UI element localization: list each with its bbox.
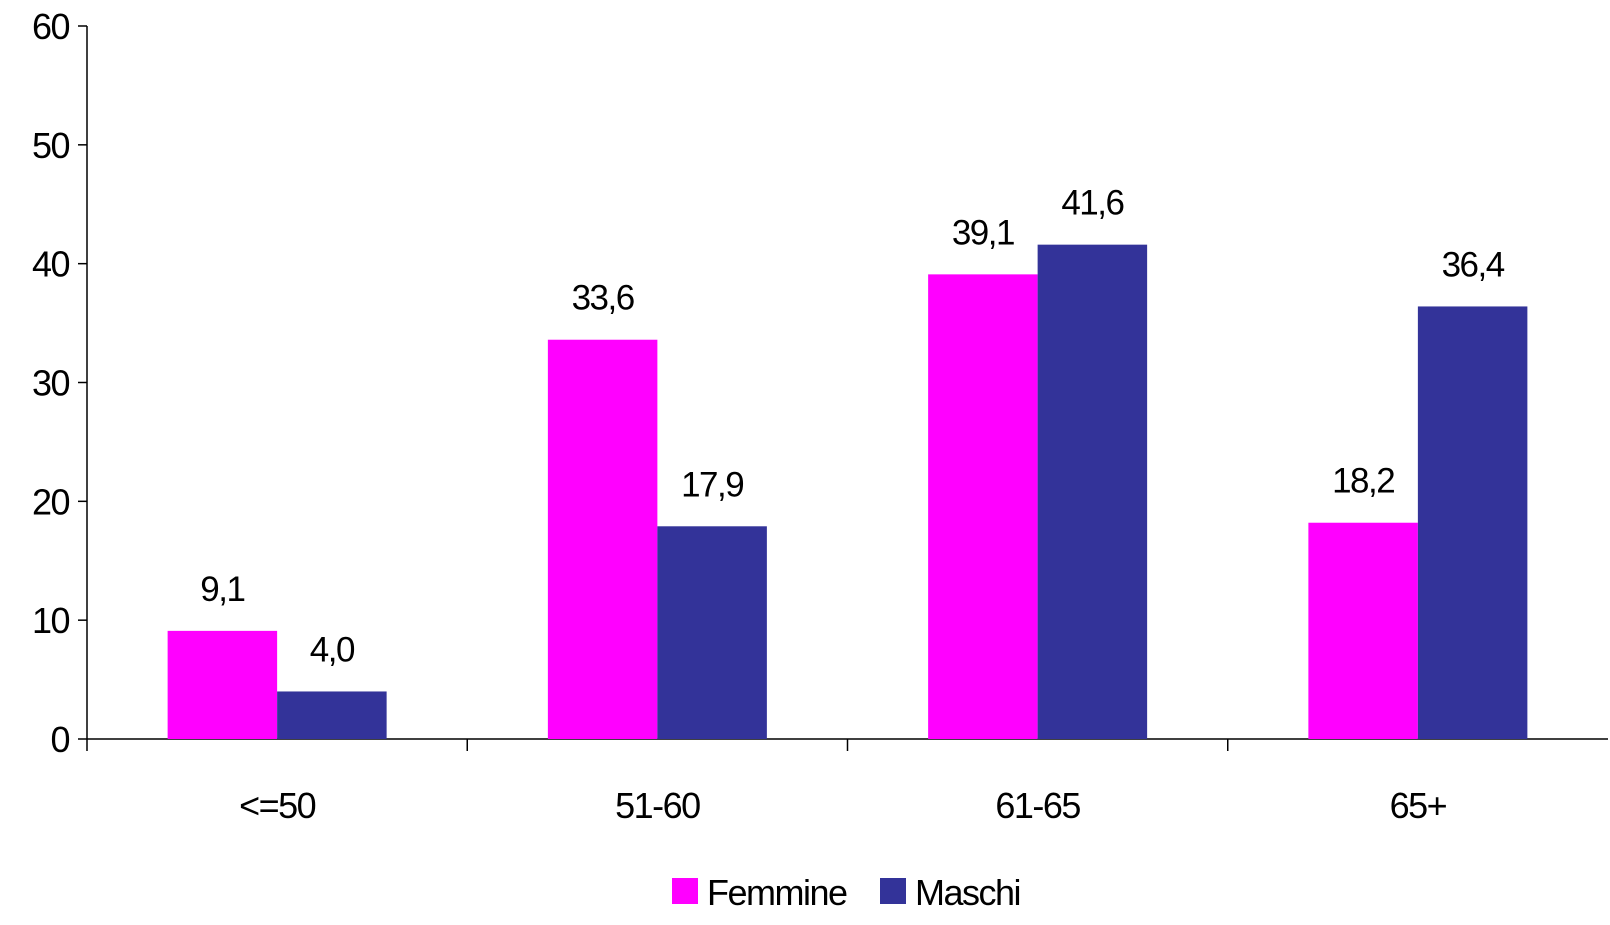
bars: [167, 244, 1528, 740]
bar-femmine: [928, 274, 1038, 739]
x-tick-label: 61-65: [995, 785, 1080, 826]
y-tick-label: 0: [50, 719, 69, 760]
y-tick-label: 20: [32, 481, 70, 522]
legend-swatch-femmine: [672, 878, 698, 904]
bar-femmine: [547, 339, 658, 739]
x-tick-label: <=50: [239, 785, 316, 826]
bar-maschi: [1037, 244, 1148, 740]
y-axis: 0 10 20 30 40 50 60: [32, 6, 88, 760]
data-label: 33,6: [572, 279, 634, 318]
data-label: 17,9: [681, 465, 743, 504]
bar-maschi: [1417, 306, 1528, 739]
y-tick-label: 30: [32, 363, 70, 404]
y-tick-label: 10: [32, 600, 70, 641]
data-label: 39,1: [952, 213, 1014, 252]
y-tick-label: 50: [32, 125, 70, 166]
bar-femmine: [167, 630, 278, 739]
x-tick-label: 51-60: [615, 785, 700, 826]
data-labels: 9,1 33,6 39,1 18,2 4,0 17,9 41,6 36,4: [200, 184, 1506, 670]
bar-maschi: [657, 526, 767, 739]
x-axis: <=50 51-60 61-65 65+: [86, 738, 1608, 826]
y-tick-label: 40: [32, 244, 70, 285]
bar-maschi: [277, 691, 387, 739]
legend-label-femmine: Femmine: [707, 872, 847, 913]
legend-label-maschi: Maschi: [915, 872, 1020, 913]
data-label: 4,0: [310, 630, 355, 669]
legend-swatch-maschi: [880, 878, 906, 904]
data-label: 41,6: [1061, 184, 1123, 223]
legend: Femmine Maschi: [672, 872, 1022, 913]
y-tick-label: 60: [32, 6, 70, 47]
x-tick-label: 65+: [1390, 785, 1447, 826]
bar-femmine: [1308, 522, 1418, 739]
data-label: 36,4: [1442, 245, 1505, 284]
data-label: 9,1: [200, 570, 244, 609]
data-label: 18,2: [1332, 462, 1394, 501]
